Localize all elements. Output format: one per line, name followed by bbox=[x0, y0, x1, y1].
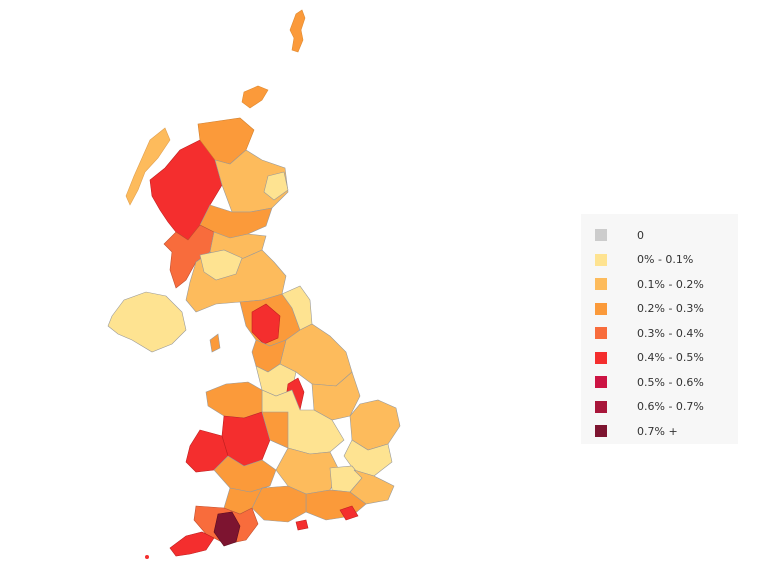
region-isle-of-wight[interactable] bbox=[295, 519, 309, 531]
legend-label: 0.1% - 0.2% bbox=[637, 277, 704, 291]
region-cornwall[interactable] bbox=[169, 531, 215, 557]
region-isles-of-scilly[interactable] bbox=[145, 555, 149, 559]
legend-item[interactable]: 0% - 0.1% bbox=[581, 248, 738, 273]
legend-item[interactable]: 0.4% - 0.5% bbox=[581, 346, 738, 371]
region-norfolk[interactable] bbox=[349, 399, 401, 451]
legend-item[interactable]: 0.2% - 0.3% bbox=[581, 297, 738, 322]
legend-label: 0% - 0.1% bbox=[637, 253, 694, 267]
region-suffolk[interactable] bbox=[343, 439, 393, 477]
legend-label: 0.6% - 0.7% bbox=[637, 400, 704, 414]
legend-swatch bbox=[595, 376, 607, 389]
region-hampshire-dorset[interactable] bbox=[251, 485, 307, 523]
region-outer-hebrides[interactable] bbox=[125, 127, 171, 206]
legend-item[interactable]: 0.6% - 0.7% bbox=[581, 395, 738, 420]
legend-label: 0.2% - 0.3% bbox=[637, 302, 704, 316]
region-eden[interactable] bbox=[251, 303, 281, 345]
region-isle-of-man[interactable] bbox=[209, 333, 221, 353]
legend-swatch bbox=[595, 278, 607, 291]
region-south-hams[interactable] bbox=[213, 511, 241, 547]
legend-swatch bbox=[595, 302, 607, 315]
legend-label: 0.4% - 0.5% bbox=[637, 351, 704, 365]
legend-item[interactable]: 0.1% - 0.2% bbox=[581, 272, 738, 297]
region-orkney[interactable] bbox=[241, 85, 269, 109]
legend-swatch bbox=[595, 351, 607, 364]
legend-item[interactable]: 0.5% - 0.6% bbox=[581, 370, 738, 395]
legend-swatch bbox=[595, 229, 607, 242]
legend-label: 0.7% + bbox=[637, 424, 678, 438]
region-argyll[interactable] bbox=[163, 224, 215, 289]
legend: 0 0% - 0.1% 0.1% - 0.2% 0.2% - 0.3% 0.3%… bbox=[581, 214, 738, 444]
legend-swatch bbox=[595, 253, 607, 266]
region-sussex-coast[interactable] bbox=[339, 505, 359, 521]
region-aberdeen[interactable] bbox=[263, 171, 289, 201]
region-west-wales[interactable] bbox=[185, 429, 229, 473]
legend-swatch bbox=[595, 425, 607, 438]
legend-swatch bbox=[595, 327, 607, 340]
legend-label: 0 bbox=[637, 228, 644, 242]
legend-swatch bbox=[595, 400, 607, 413]
region-kent[interactable] bbox=[349, 469, 395, 505]
legend-label: 0.3% - 0.4% bbox=[637, 326, 704, 340]
region-glasgow[interactable] bbox=[199, 249, 243, 281]
legend-label: 0.5% - 0.6% bbox=[637, 375, 704, 389]
region-northern-ireland[interactable] bbox=[107, 291, 187, 353]
region-shetland[interactable] bbox=[289, 9, 306, 53]
legend-item[interactable]: 0.7% + bbox=[581, 419, 738, 444]
legend-item[interactable]: 0 bbox=[581, 223, 738, 248]
region-north-wales[interactable] bbox=[205, 381, 263, 419]
legend-item[interactable]: 0.3% - 0.4% bbox=[581, 321, 738, 346]
